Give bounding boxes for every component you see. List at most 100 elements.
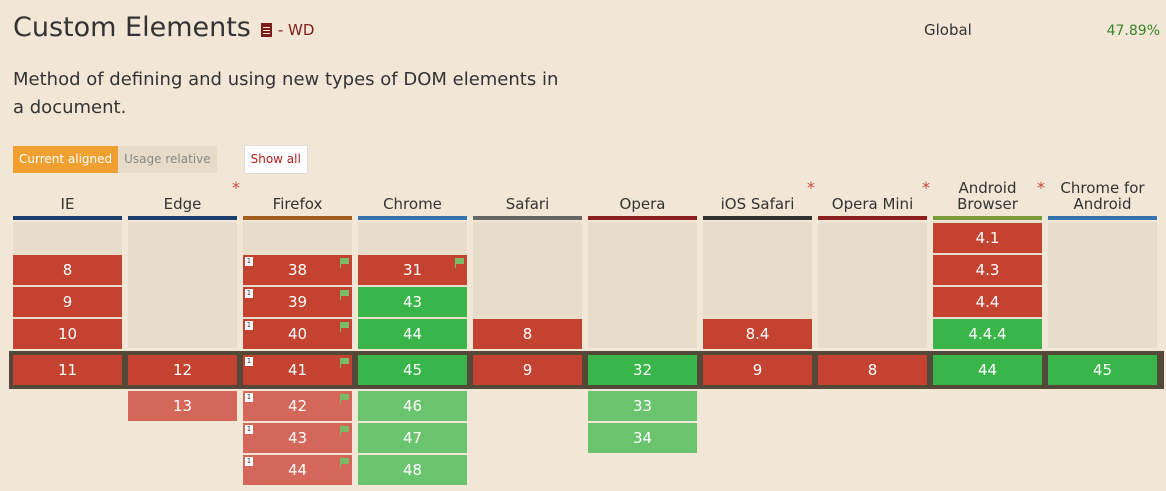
version-cell[interactable]: 33 [588, 391, 697, 421]
browser-name-line2: Browser [957, 195, 1018, 213]
version-cell[interactable]: 38 1 [243, 255, 352, 285]
browser-header-1: Edge * [128, 178, 240, 220]
version-label: 44 [977, 361, 998, 379]
version-label: 45 [402, 361, 423, 379]
note-icon: 1 [245, 457, 253, 466]
version-label: 31 [402, 261, 423, 279]
past-versions-column [1048, 222, 1157, 348]
version-cell[interactable]: 11 [13, 355, 122, 385]
version-label: 4.4.4 [968, 325, 1007, 343]
note-icon: 1 [245, 425, 253, 434]
view-tabs: Current aligned Usage relative Show all [13, 145, 308, 174]
version-label: 33 [632, 397, 653, 415]
version-label: 13 [172, 397, 193, 415]
version-cell[interactable]: 32 [588, 355, 697, 385]
version-label: 48 [402, 461, 423, 479]
version-cell[interactable]: 4.4.4 [933, 319, 1042, 349]
browser-header-8: Android Browser * [933, 178, 1045, 220]
flag-icon [340, 426, 349, 436]
version-label: 39 [287, 293, 308, 311]
browser-name: Safari [505, 195, 550, 213]
version-cell[interactable]: 44 [933, 355, 1042, 385]
version-label: 8 [522, 325, 533, 343]
version-label: 43 [402, 293, 423, 311]
tab-current-aligned[interactable]: Current aligned [13, 146, 119, 173]
version-cell[interactable]: 40 1 [243, 319, 352, 349]
browser-header-2: Firefox [243, 180, 352, 220]
past-versions-column [818, 222, 927, 348]
version-cell[interactable]: 13 [128, 391, 237, 421]
version-cell[interactable]: 9 [473, 355, 582, 385]
tab-usage-relative[interactable]: Usage relative [118, 146, 217, 173]
version-label: 47 [402, 429, 423, 447]
version-cell[interactable]: 8 [473, 319, 582, 349]
version-cell[interactable]: 41 1 [243, 355, 352, 385]
version-cell[interactable]: 10 [13, 319, 122, 349]
browser-name-line2: Android [1073, 195, 1132, 213]
note-icon: 1 [245, 357, 253, 366]
feature-title: Custom Elements [13, 12, 251, 43]
version-cell[interactable]: 42 1 [243, 391, 352, 421]
version-cell[interactable]: 8 [818, 355, 927, 385]
browser-name: iOS Safari [720, 195, 795, 213]
browser-name: Android Browser [957, 179, 1018, 213]
browser-header-7: Opera Mini * [818, 178, 930, 220]
show-all-button[interactable]: Show all [243, 145, 308, 174]
note-star-icon[interactable]: * [232, 178, 240, 197]
version-label: 42 [287, 397, 308, 415]
version-label: 43 [287, 429, 308, 447]
version-cell[interactable]: 46 [358, 391, 467, 421]
version-cell[interactable]: 34 [588, 423, 697, 453]
version-label: 4.4 [975, 293, 1000, 311]
version-cell[interactable]: 39 1 [243, 287, 352, 317]
browser-name: Chrome for Android [1060, 179, 1145, 213]
version-cell[interactable]: 44 1 [243, 455, 352, 485]
version-cell[interactable]: 4.3 [933, 255, 1042, 285]
past-versions-column [588, 222, 697, 348]
global-usage-value: 47.89% [1106, 23, 1160, 39]
version-cell[interactable]: 44 [358, 319, 467, 349]
version-cell[interactable]: 8.4 [703, 319, 812, 349]
flag-icon [340, 258, 349, 268]
version-label: 44 [402, 325, 423, 343]
flag-icon [340, 458, 349, 468]
browser-name: Chrome [383, 195, 442, 213]
version-label: 9 [752, 361, 763, 379]
version-cell[interactable]: 31 [358, 255, 467, 285]
version-cell[interactable]: 9 [13, 287, 122, 317]
version-label: 34 [632, 429, 653, 447]
browser-header-3: Chrome [358, 180, 467, 220]
version-cell[interactable]: 12 [128, 355, 237, 385]
version-cell[interactable]: 43 1 [243, 423, 352, 453]
browser-header-6: iOS Safari * [703, 178, 815, 220]
version-cell[interactable]: 4.4 [933, 287, 1042, 317]
spec-status[interactable]: - WD [277, 20, 315, 39]
flag-icon [340, 358, 349, 368]
version-label: 8 [62, 261, 73, 279]
browser-name: IE [60, 195, 75, 213]
note-icon: 1 [245, 289, 253, 298]
version-cell[interactable]: 47 [358, 423, 467, 453]
note-star-icon[interactable]: * [922, 178, 930, 197]
flag-icon [455, 258, 464, 268]
note-star-icon[interactable]: * [1037, 178, 1045, 197]
version-cell[interactable]: 48 [358, 455, 467, 485]
version-cell[interactable]: 43 [358, 287, 467, 317]
browser-name: Firefox [272, 195, 323, 213]
version-cell[interactable]: 45 [358, 355, 467, 385]
note-star-icon[interactable]: * [807, 178, 815, 197]
note-icon: 1 [245, 321, 253, 330]
version-label: 46 [402, 397, 423, 415]
flag-icon [340, 322, 349, 332]
browser-header-0: IE [13, 180, 122, 220]
document-icon[interactable] [260, 22, 272, 37]
version-cell[interactable]: 9 [703, 355, 812, 385]
version-label: 41 [287, 361, 308, 379]
version-cell[interactable]: 4.1 [933, 223, 1042, 253]
past-versions-column [128, 222, 237, 348]
page-title: Custom Elements - WD [13, 12, 314, 43]
version-cell[interactable]: 8 [13, 255, 122, 285]
browser-header-4: Safari [473, 180, 582, 220]
version-label: 8 [867, 361, 878, 379]
version-cell[interactable]: 45 [1048, 355, 1157, 385]
